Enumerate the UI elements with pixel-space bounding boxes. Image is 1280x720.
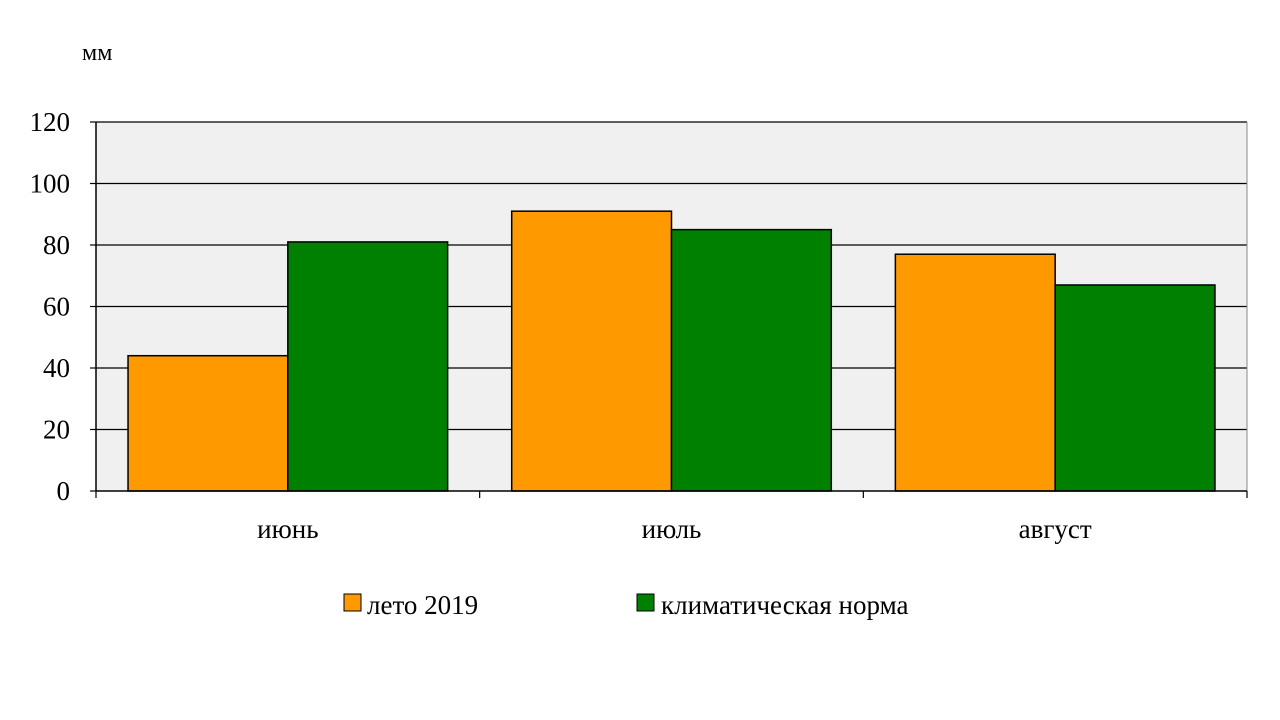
x-category-label: июль xyxy=(642,514,702,544)
legend: лето 2019 климатическая норма xyxy=(343,590,908,620)
y-tick-label: 20 xyxy=(43,415,70,445)
bar-klimaticheskaya-norma-0 xyxy=(287,241,449,492)
bar-klimaticheskaya-norma-2 xyxy=(1054,284,1216,492)
y-axis: 0 20 40 60 80 100 120 xyxy=(30,107,96,506)
bar-leto-2019-2 xyxy=(894,253,1056,492)
y-unit-label: мм xyxy=(82,40,112,66)
y-tick-label: 40 xyxy=(43,353,70,383)
bars xyxy=(127,210,1216,492)
y-tick-label: 0 xyxy=(57,476,71,506)
legend-swatch-leto-2019 xyxy=(343,593,362,612)
legend-label-klimaticheskaya-norma: климатическая норма xyxy=(661,590,908,620)
legend-swatch-klimaticheskaya-norma xyxy=(636,593,655,612)
bar-leto-2019-0 xyxy=(127,354,289,492)
bar-leto-2019-1 xyxy=(510,210,673,492)
bar-klimaticheskaya-norma-1 xyxy=(670,228,833,492)
x-axis-labels: июнь июль август xyxy=(257,514,1092,544)
legend-label-leto-2019: лето 2019 xyxy=(367,590,478,620)
x-category-label: август xyxy=(1019,514,1092,544)
y-tick-label: 100 xyxy=(30,169,71,199)
y-tick-label: 60 xyxy=(43,292,70,322)
x-category-label: июнь xyxy=(257,514,318,544)
axes xyxy=(95,122,1248,498)
y-tick-label: 80 xyxy=(43,230,70,260)
y-tick-label: 120 xyxy=(30,107,71,137)
